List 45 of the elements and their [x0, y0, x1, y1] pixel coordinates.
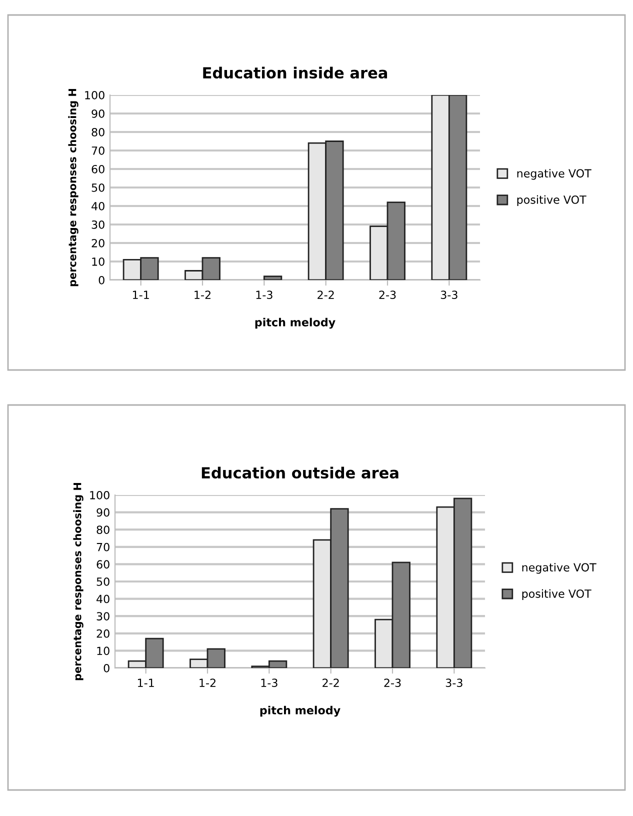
y-axis-title: percentage responses choosing H [68, 89, 78, 286]
y-tick-label: 40 [96, 594, 110, 604]
y-tick-label: 80 [96, 526, 110, 534]
y-tick-label: 50 [96, 577, 110, 586]
y-tick-label: 80 [92, 128, 104, 136]
x-tick-label: 2-3 [379, 290, 396, 300]
y-tick-label: 40 [92, 202, 104, 210]
x-tick-label: 1-3 [261, 678, 278, 688]
x-tick-label: 2-2 [318, 290, 334, 299]
x-axis-title: pitch melody [260, 706, 340, 717]
y-tick-label: 50 [92, 183, 104, 192]
y-tick-label: 90 [96, 508, 110, 517]
y-tick-label: 10 [92, 257, 104, 266]
y-tick-label: 20 [96, 629, 110, 638]
y-tick-label: 70 [96, 542, 110, 552]
y-axis-title: percentage responses choosing H [73, 483, 84, 680]
y-tick-label: 0 [104, 664, 110, 672]
x-axis-title: pitch melody [255, 318, 336, 329]
x-tick-label: 2-2 [322, 678, 339, 687]
x-tick-label: 1-1 [132, 290, 149, 299]
x-tick-label: 1-2 [200, 678, 216, 687]
y-tick-label: 100 [85, 90, 104, 100]
x-tick-label: 3-3 [446, 678, 462, 688]
y-tick-label: 30 [96, 612, 110, 620]
y-tick-label: 90 [92, 109, 104, 118]
y-tick-label: 70 [92, 146, 104, 155]
legend-label: positive VOT [517, 195, 586, 206]
x-tick-label: 2-3 [384, 678, 401, 688]
x-tick-label: 3-3 [440, 290, 458, 300]
x-tick-label: 1-1 [138, 678, 154, 687]
chart-title: Education outside area [202, 466, 398, 479]
y-tick-label: 10 [97, 646, 110, 656]
legend-label: negative VOT [522, 562, 596, 574]
y-tick-label: 30 [92, 220, 104, 229]
x-tick-label: 1-2 [194, 290, 210, 299]
legend-label: negative VOT [517, 168, 592, 180]
y-tick-label: 0 [98, 276, 104, 284]
x-tick-label: 1-3 [256, 290, 272, 300]
y-tick-label: 60 [92, 164, 104, 174]
bar [263, 276, 282, 280]
legend-label: positive VOT [522, 589, 592, 600]
y-tick-label: 20 [92, 238, 104, 248]
y-tick-label: 100 [90, 490, 110, 500]
chart-title: Education inside area [203, 66, 388, 79]
y-tick-label: 60 [96, 560, 110, 569]
